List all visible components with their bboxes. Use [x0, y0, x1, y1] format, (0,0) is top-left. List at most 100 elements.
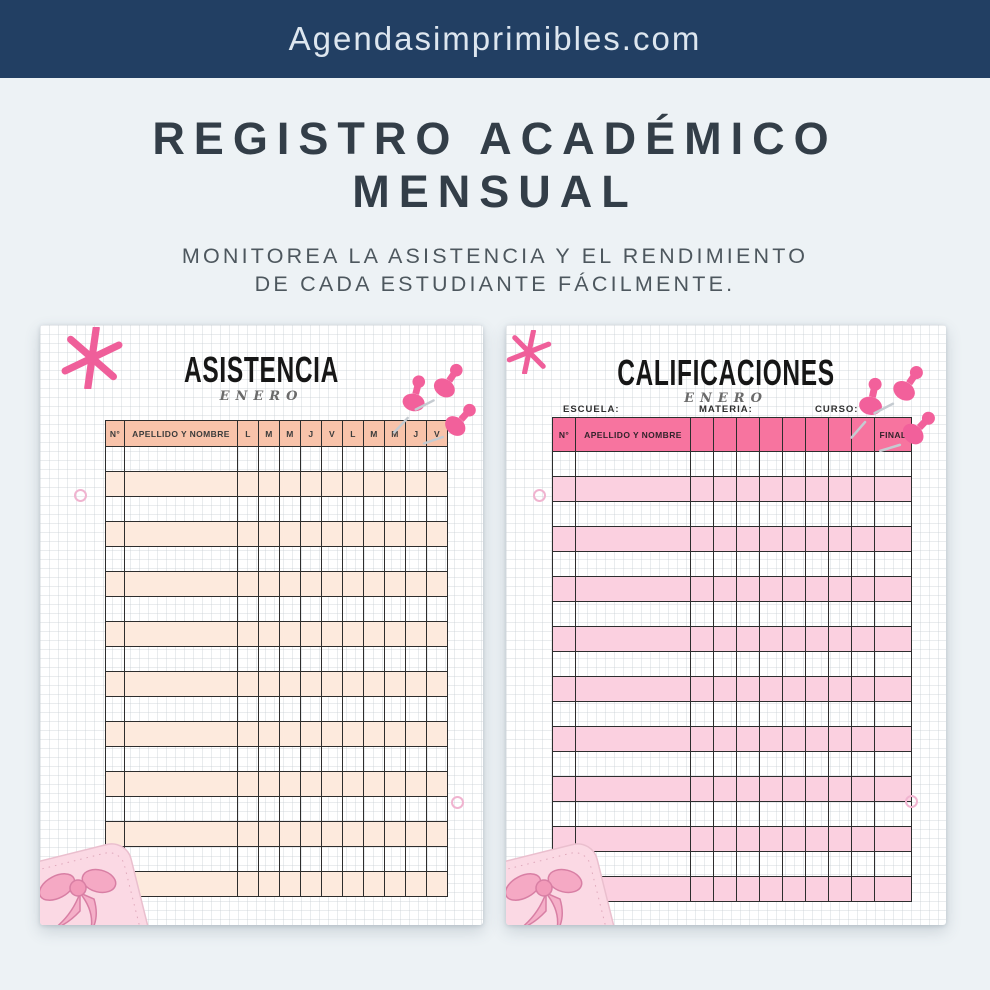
- empty-cell: [828, 726, 852, 752]
- empty-cell: [363, 821, 385, 847]
- empty-cell: [690, 626, 714, 652]
- empty-cell: [575, 776, 691, 802]
- empty-cell: [828, 801, 852, 827]
- empty-cell: [690, 551, 714, 577]
- empty-cell: [828, 551, 852, 577]
- empty-cell: [736, 851, 760, 877]
- empty-cell: [690, 601, 714, 627]
- table-row: [552, 701, 912, 727]
- empty-cell: [237, 496, 259, 522]
- empty-cell: [874, 751, 912, 777]
- empty-cell: [759, 626, 783, 652]
- empty-cell: [575, 726, 691, 752]
- empty-cell: [300, 671, 322, 697]
- empty-cell: [851, 751, 875, 777]
- empty-cell: [258, 546, 280, 572]
- empty-cell: [713, 701, 737, 727]
- empty-cell: [405, 596, 427, 622]
- empty-cell: [552, 651, 576, 677]
- final-column-header: FINAL: [874, 417, 912, 452]
- empty-cell: [124, 821, 238, 847]
- empty-cell: [105, 871, 125, 897]
- day-column-header: J: [405, 420, 427, 447]
- empty-cell: [321, 671, 343, 697]
- empty-cell: [782, 551, 806, 577]
- empty-cell: [851, 726, 875, 752]
- empty-cell: [782, 601, 806, 627]
- empty-cell: [279, 746, 301, 772]
- empty-cell: [552, 626, 576, 652]
- empty-cell: [384, 696, 406, 722]
- empty-cell: [713, 651, 737, 677]
- empty-cell: [552, 551, 576, 577]
- empty-cell: [300, 621, 322, 647]
- empty-cell: [279, 721, 301, 747]
- empty-cell: [828, 601, 852, 627]
- escuela-field-label: ESCUELA:: [563, 404, 620, 415]
- empty-cell: [828, 751, 852, 777]
- table-row: [552, 676, 912, 702]
- empty-cell: [874, 876, 912, 902]
- empty-cell: [405, 646, 427, 672]
- empty-cell: [426, 596, 448, 622]
- empty-cell: [384, 571, 406, 597]
- empty-cell: [690, 751, 714, 777]
- day-column-header: V: [321, 420, 343, 447]
- empty-cell: [805, 701, 829, 727]
- empty-cell: [759, 851, 783, 877]
- empty-cell: [237, 821, 259, 847]
- empty-cell: [300, 571, 322, 597]
- empty-cell: [363, 546, 385, 572]
- subtitle-line-1: MONITOREA LA ASISTENCIA Y EL RENDIMIENTO: [181, 244, 809, 268]
- empty-cell: [237, 546, 259, 572]
- empty-cell: [713, 826, 737, 852]
- title-line-1: REGISTRO ACADÉMICO: [152, 113, 838, 164]
- empty-cell: [237, 871, 259, 897]
- page-subtitle: MONITOREA LA ASISTENCIA Y EL RENDIMIENTO…: [0, 242, 990, 298]
- empty-cell: [759, 601, 783, 627]
- empty-cell: [105, 746, 125, 772]
- empty-cell: [405, 771, 427, 797]
- empty-cell: [874, 501, 912, 527]
- empty-cell: [279, 596, 301, 622]
- grade-column-header: [805, 417, 829, 452]
- empty-cell: [552, 701, 576, 727]
- empty-cell: [342, 796, 364, 822]
- calificaciones-table: N° APELLIDO Y NOMBRE FINAL: [552, 417, 912, 902]
- empty-cell: [363, 471, 385, 497]
- empty-cell: [124, 646, 238, 672]
- empty-cell: [851, 476, 875, 502]
- empty-cell: [805, 601, 829, 627]
- empty-cell: [300, 446, 322, 472]
- empty-cell: [736, 551, 760, 577]
- empty-cell: [105, 771, 125, 797]
- empty-cell: [342, 596, 364, 622]
- empty-cell: [258, 771, 280, 797]
- empty-cell: [690, 801, 714, 827]
- empty-cell: [279, 671, 301, 697]
- empty-cell: [405, 496, 427, 522]
- empty-cell: [258, 621, 280, 647]
- empty-cell: [105, 621, 125, 647]
- empty-cell: [426, 846, 448, 872]
- empty-cell: [552, 576, 576, 602]
- empty-cell: [321, 796, 343, 822]
- empty-cell: [105, 846, 125, 872]
- empty-cell: [713, 876, 737, 902]
- empty-cell: [759, 876, 783, 902]
- empty-cell: [782, 626, 806, 652]
- empty-cell: [874, 476, 912, 502]
- empty-cell: [575, 576, 691, 602]
- empty-cell: [736, 726, 760, 752]
- empty-cell: [321, 446, 343, 472]
- empty-cell: [552, 476, 576, 502]
- empty-cell: [342, 446, 364, 472]
- empty-cell: [237, 446, 259, 472]
- day-column-header: L: [342, 420, 364, 447]
- empty-cell: [321, 746, 343, 772]
- empty-cell: [384, 821, 406, 847]
- circle-doodle: [533, 489, 546, 502]
- empty-cell: [575, 751, 691, 777]
- empty-cell: [575, 851, 691, 877]
- empty-cell: [363, 521, 385, 547]
